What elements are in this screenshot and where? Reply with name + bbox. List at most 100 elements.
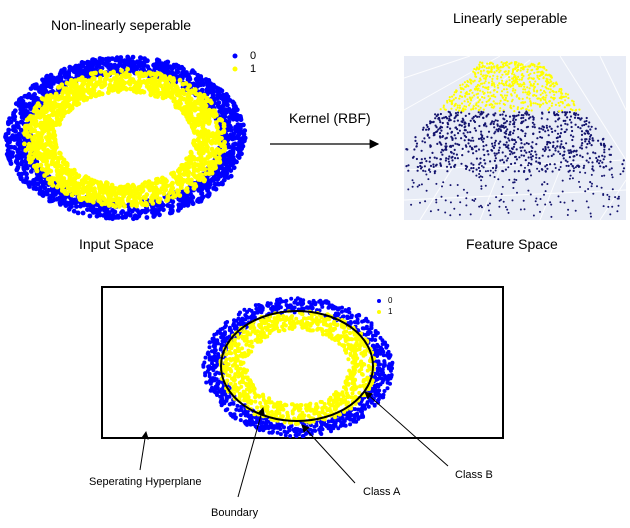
- feature-point: [423, 141, 427, 144]
- feature-point: [461, 95, 464, 98]
- feature-point: [482, 116, 485, 120]
- feature-point: [443, 116, 446, 119]
- feature-point: [420, 183, 423, 186]
- feature-point: [558, 168, 561, 171]
- feature-point: [438, 117, 441, 120]
- feature-point: [472, 107, 475, 110]
- scatter-point: [192, 182, 198, 187]
- feature-point: [483, 82, 486, 85]
- feature-point: [471, 96, 474, 99]
- feature-point: [475, 157, 478, 160]
- feature-point: [511, 82, 514, 85]
- scatter-point: [122, 191, 127, 197]
- scatter-point: [67, 188, 73, 194]
- scatter-point: [117, 203, 123, 209]
- feature-point: [427, 178, 430, 181]
- feature-point: [594, 152, 597, 155]
- feature-point: [530, 163, 533, 166]
- scatter-point: [198, 198, 204, 204]
- scatter-point: [73, 70, 79, 75]
- feature-point: [595, 156, 598, 160]
- feature-point: [572, 159, 575, 162]
- feature-point: [610, 167, 613, 170]
- scatter-point: [27, 125, 32, 131]
- feature-point: [479, 106, 482, 109]
- scatter-point: [56, 175, 62, 181]
- feature-point: [439, 132, 442, 135]
- feature-point: [520, 117, 523, 120]
- feature-point: [539, 198, 542, 200]
- feature-point: [484, 170, 487, 173]
- feature-point: [487, 204, 490, 207]
- feature-point: [489, 61, 492, 64]
- feature-point: [519, 69, 522, 72]
- feature-point: [428, 156, 432, 159]
- feature-point: [508, 178, 511, 181]
- feature-point: [523, 143, 526, 146]
- feature-point: [537, 97, 540, 100]
- feature-point: [479, 161, 482, 164]
- feature-point: [526, 125, 530, 128]
- feature-point: [592, 151, 595, 154]
- scatter-point: [90, 199, 96, 205]
- scatter-point: [187, 112, 193, 117]
- feature-point: [453, 91, 456, 94]
- feature-point: [481, 95, 484, 99]
- scatter-point: [91, 85, 97, 90]
- feature-point: [442, 149, 445, 152]
- feature-point: [504, 82, 507, 85]
- scatter-point: [86, 78, 92, 84]
- feature-point: [560, 140, 563, 143]
- feature-point: [583, 120, 586, 123]
- feature-point: [422, 169, 425, 172]
- scatter-point: [41, 144, 47, 150]
- feature-point: [589, 212, 592, 215]
- scatter-point: [8, 135, 14, 141]
- feature-point: [501, 185, 504, 188]
- feature-point: [450, 151, 453, 154]
- feature-point: [421, 128, 425, 131]
- feature-point: [469, 131, 472, 134]
- feature-point: [458, 106, 461, 109]
- feature-point: [472, 115, 475, 119]
- feature-point: [561, 92, 564, 95]
- feature-point: [532, 214, 535, 217]
- feature-point: [423, 137, 426, 140]
- feature-point: [590, 215, 592, 218]
- feature-point: [448, 96, 451, 99]
- scatter-point: [132, 197, 138, 203]
- feature-point: [592, 169, 595, 172]
- feature-point: [513, 91, 516, 94]
- feature-point: [579, 154, 582, 157]
- scatter-point: [177, 166, 183, 172]
- feature-point: [478, 66, 481, 69]
- scatter-point: [287, 428, 292, 433]
- scatter-point: [30, 181, 36, 187]
- scatter-point: [138, 209, 144, 215]
- scatter-point: [238, 144, 244, 150]
- scatter-point: [232, 158, 238, 164]
- scatter-point: [69, 105, 75, 111]
- feature-point: [563, 111, 567, 114]
- feature-point: [472, 105, 475, 108]
- feature-point: [622, 167, 626, 170]
- feature-point: [602, 158, 605, 161]
- feature-point: [565, 104, 569, 107]
- scatter-point: [55, 183, 61, 189]
- scatter-point: [278, 432, 283, 437]
- feature-point: [566, 160, 569, 163]
- feature-point: [499, 107, 502, 110]
- scatter-point: [55, 117, 60, 122]
- scatter-point: [198, 97, 204, 103]
- feature-point: [495, 128, 498, 131]
- scatter-point: [120, 214, 126, 220]
- feature-point: [439, 112, 442, 116]
- scatter-point: [227, 98, 233, 103]
- feature-point: [501, 151, 504, 154]
- feature-point: [469, 119, 472, 122]
- feature-point: [566, 93, 570, 96]
- scatter-point: [184, 194, 190, 200]
- scatter-point: [67, 174, 73, 180]
- feature-point: [480, 130, 483, 133]
- scatter-point: [106, 188, 112, 194]
